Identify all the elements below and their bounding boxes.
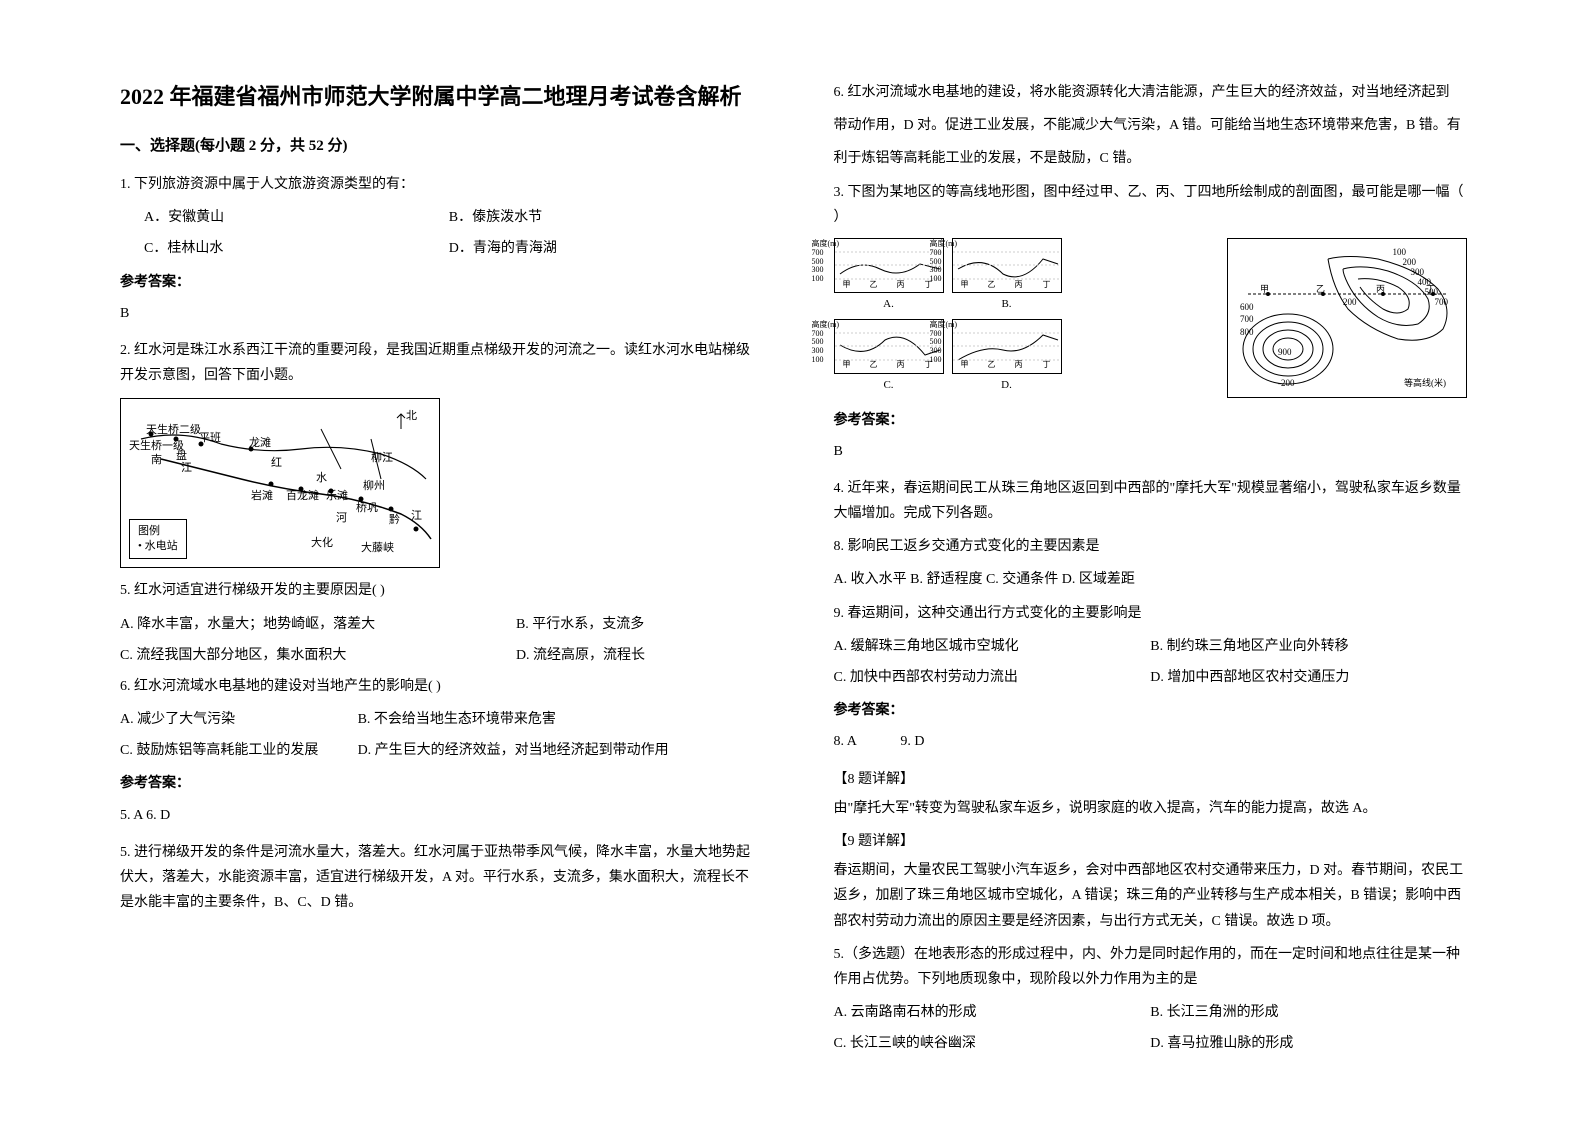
q2-sub6-row1: A. 减少了大气污染 B. 不会给当地生态环境带来危害 [120,707,754,732]
q1-options-row-2: C．桂林山水 D．青海的青海湖 [120,236,754,261]
q1-stem: 1. 下列旅游资源中属于人文旅游资源类型的有： [120,172,754,197]
map-label: 柳江 [371,449,393,469]
q1-opt-d: D．青海的青海湖 [449,236,754,261]
map-label: 河 [336,509,347,529]
q4-sub9: 9. 春运期间，这种交通出行方式变化的主要影响是 [834,601,1468,626]
q2-sub6-row2: C. 鼓励炼铝等高耗能工业的发展 D. 产生巨大的经济效益，对当地经济起到带动作… [120,738,754,763]
map-label: 红 [271,454,282,474]
q2-explain6-p1: 6. 红水河流域水电基地的建设，将水能资源转化大清洁能源，产生巨大的经济效益，对… [834,80,1468,105]
profile-label-b: B. [952,295,1062,315]
map-label: 乐滩 [326,487,348,507]
map-label: 桥巩 [356,499,378,519]
exam-title: 2022 年福建省福州市师范大学附属中学高二地理月考试卷含解析 [120,80,754,113]
answer-label: 参考答案： [120,771,754,796]
explain-8: 由"摩托大军"转变为驾驶私家车返乡，说明家庭的收入提高，汽车的能力提高，故选 A… [834,796,1468,821]
q4-sub9-b: B. 制约珠三角地区产业向外转移 [1150,634,1467,659]
q2-sub5-d: D. 流经高原，流程长 [516,643,754,668]
profile-label-d: D. [952,376,1062,396]
q4-sub9-c: C. 加快中西部农村劳动力流出 [834,665,1151,690]
q1-options-row-1: A．安徽黄山 B．傣族泼水节 [120,205,754,230]
map-label: 江 [411,507,422,527]
section-1-header: 一、选择题(每小题 2 分，共 52 分) [120,133,754,160]
q5-opt-b: B. 长江三角洲的形成 [1150,1000,1467,1025]
map-label: 岩滩 [251,487,273,507]
q1-answer: B [120,301,754,326]
q2-sub5-c: C. 流经我国大部分地区，集水面积大 [120,643,516,668]
answer-label: 参考答案： [834,408,1468,433]
profile-c-wrap: 高度(m) 700 500 300 100 甲 乙 [834,319,944,396]
q3-stem: 3. 下图为某地区的等高线地形图，图中经过甲、乙、丙、丁四地所绘制成的剖面图，最… [834,180,1468,230]
map-label: 大藤峡 [361,539,394,559]
profile-label-a: A. [834,295,944,315]
q4-answer-9: 9. D [900,734,924,749]
q4-answer-8: 8. A [834,734,857,749]
q5-row1: A. 云南路南石林的形成 B. 长江三角洲的形成 [834,1000,1468,1025]
q3-charts: 高度(m) 700 500 300 100 甲 乙 [834,238,1468,400]
q5-opt-c: C. 长江三峡的峡谷幽深 [834,1031,1151,1056]
q2-stem: 2. 红水河是珠江水系西江干流的重要河段，是我国近期重点梯级开发的河流之一。读红… [120,338,754,388]
q4-sub8: 8. 影响民工返乡交通方式变化的主要因素是 [834,534,1468,559]
profile-d-wrap: 高度(m) 700 500 300 100 甲 乙 [952,319,1062,396]
q5-opt-d: D. 喜马拉雅山脉的形成 [1150,1031,1467,1056]
map-label: 大化 [311,534,333,554]
map-label: 百龙滩 [286,487,319,507]
map-label: 龙滩 [249,434,271,454]
q2-explain6-p2: 带动作用，D 对。促进工业发展，不能减少大气污染，A 错。可能给当地生态环境带来… [834,113,1468,138]
profile-chart-d: 甲 乙 丙 丁 [952,319,1062,374]
q2-sub5-row2: C. 流经我国大部分地区，集水面积大 D. 流经高原，流程长 [120,643,754,668]
q4-sub9-row2: C. 加快中西部农村劳动力流出 D. 增加中西部地区农村交通压力 [834,665,1468,690]
profile-b-wrap: 高度(m) 700 500 300 100 甲 乙 [952,238,1062,315]
q2-sub6: 6. 红水河流域水电基地的建设对当地产生的影响是( ) [120,674,754,699]
q4-stem: 4. 近年来，春运期间民工从珠三角地区返回到中西部的"摩托大军"规模显著缩小，驾… [834,476,1468,526]
q4-sub9-d: D. 增加中西部地区农村交通压力 [1150,665,1467,690]
q3-answer: B [834,439,1468,464]
q1-opt-c: C．桂林山水 [144,236,449,261]
q4-sub9-a: A. 缓解珠三角地区城市空城化 [834,634,1151,659]
profile-label-c: C. [834,376,944,396]
profile-chart-c: 甲 乙 丙 丁 [834,319,944,374]
q5-row2: C. 长江三峡的峡谷幽深 D. 喜马拉雅山脉的形成 [834,1031,1468,1056]
q5-stem: 5.（多选题）在地表形态的形成过程中，内、外力是同时起作用的，而在一定时间和地点… [834,942,1468,992]
q2-answers: 5. A 6. D [120,803,754,828]
contour-map: 100 200 300 400 500 600 700 800 900 -200… [1227,238,1467,398]
q2-sub5: 5. 红水河适宜进行梯级开发的主要原因是( ) [120,578,754,603]
q2-sub6-a: A. 减少了大气污染 [120,707,358,732]
map-label: 柳州 [363,477,385,497]
map-label: 南 [151,451,162,471]
q2-sub5-b: B. 平行水系，支流多 [516,612,754,637]
q1-opt-a: A．安徽黄山 [144,205,449,230]
profile-chart-a: 甲 乙 丙 丁 [834,238,944,293]
map-label: 北 [406,407,417,427]
map-label: 黔 [389,511,400,531]
map-legend: 图例 • 水电站 [129,519,187,560]
explain-9-header: 【9 题详解】 [834,829,1468,854]
profile-chart-b: 甲 乙 丙 丁 [952,238,1062,293]
profile-a-wrap: 高度(m) 700 500 300 100 甲 乙 [834,238,944,315]
q2-explain5: 5. 进行梯级开发的条件是河流水量大，落差大。红水河属于亚热带季风气候，降水丰富… [120,840,754,916]
map-label: 江 [181,459,192,479]
q4-answers: 8. A 9. D [834,729,1468,754]
q4-sub8-opts: A. 收入水平 B. 舒适程度 C. 交通条件 D. 区域差距 [834,567,1468,592]
q2-explain6-p3: 利于炼铝等高耗能工业的发展，不是鼓励，C 错。 [834,146,1468,171]
profile-charts-grid: 高度(m) 700 500 300 100 甲 乙 [834,238,1218,400]
q5-opt-a: A. 云南路南石林的形成 [834,1000,1151,1025]
legend-title: 图例 [138,524,178,539]
q2-sub5-row1: A. 降水丰富，水量大；地势崎岖，落差大 B. 平行水系，支流多 [120,612,754,637]
q4-sub9-row1: A. 缓解珠三角地区城市空城化 B. 制约珠三角地区产业向外转移 [834,634,1468,659]
answer-label: 参考答案： [834,698,1468,723]
map-label: 水 [316,469,327,489]
q2-sub5-a: A. 降水丰富，水量大；地势崎岖，落差大 [120,612,516,637]
q2-sub6-c: C. 鼓励炼铝等高耗能工业的发展 [120,738,358,763]
legend-item: • 水电站 [138,539,178,554]
q2-sub6-d: D. 产生巨大的经济效益，对当地经济起到带动作用 [358,738,754,763]
q2-sub6-b: B. 不会给当地生态环境带来危害 [358,707,754,732]
q2-map-diagram: 天生桥二级 天生桥一级 平班 龙滩 南 盘 江 红 水 岩滩 百龙滩 乐滩 柳州… [120,398,440,568]
q1-opt-b: B．傣族泼水节 [449,205,754,230]
right-column: 6. 红水河流域水电基地的建设，将水能资源转化大清洁能源，产生巨大的经济效益，对… [794,80,1488,1042]
explain-8-header: 【8 题详解】 [834,767,1468,792]
left-column: 2022 年福建省福州市师范大学附属中学高二地理月考试卷含解析 一、选择题(每小… [100,80,794,1042]
map-label: 平班 [199,429,221,449]
answer-label: 参考答案： [120,270,754,295]
explain-9: 春运期间，大量农民工驾驶小汽车返乡，会对中西部地区农村交通带来压力，D 对。春节… [834,858,1468,934]
